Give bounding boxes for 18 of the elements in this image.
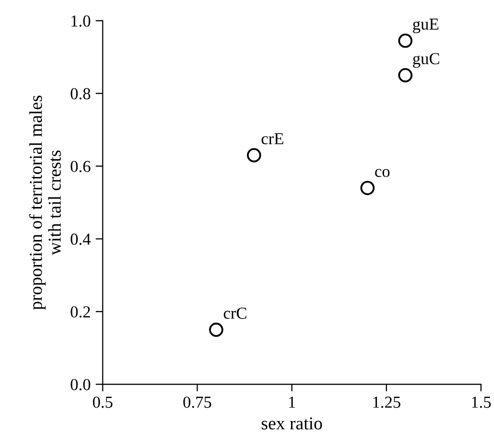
y-tick-label: 1.0 xyxy=(72,15,90,27)
y-tick-label: 0.0 xyxy=(70,379,90,390)
x-tick-label: 1.5 xyxy=(472,396,491,408)
annotation: guC xyxy=(413,53,440,68)
x-tick-label: 1.25 xyxy=(373,396,400,408)
y-axis-title: proportion of territorial males with tail crests xyxy=(29,96,61,310)
x-tick-label: 0.5 xyxy=(92,396,112,408)
x-tick-label: 1 xyxy=(289,396,296,408)
annotation: crC xyxy=(224,308,246,319)
y-tick-label: 0.6 xyxy=(70,160,90,172)
annotation: co xyxy=(375,168,390,178)
annotation: guE xyxy=(413,18,438,34)
y-tick-label: 0.8 xyxy=(70,88,90,100)
x-axis-title: sex ratio xyxy=(262,417,322,430)
y-tick-label: 0.4 xyxy=(70,234,91,245)
y-tick-label: 0.2 xyxy=(70,306,90,318)
annotation: crE xyxy=(262,133,284,144)
x-tick-label: 0.75 xyxy=(183,396,212,408)
